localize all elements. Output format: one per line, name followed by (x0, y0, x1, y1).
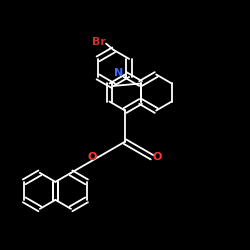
Text: N: N (114, 68, 124, 78)
Text: Br: Br (92, 38, 106, 48)
Text: O: O (153, 152, 162, 162)
Text: O: O (88, 152, 97, 162)
